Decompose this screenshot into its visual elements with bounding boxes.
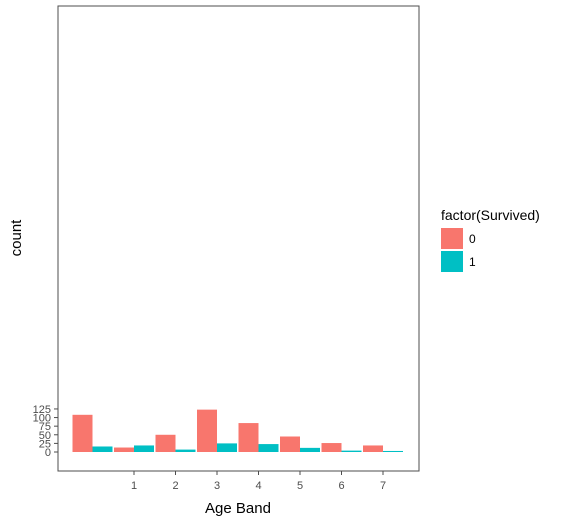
bar-series-1-band-6 [341,450,362,452]
bar-series-1-band-0 [92,446,113,452]
y-tick-label-125: 125 [33,404,51,416]
legend-label-0: 0 [469,232,476,246]
bar-series-1-band-5 [300,447,320,452]
x-tick-label-3: 3 [214,480,220,492]
bar-series-0-band-5 [280,436,300,452]
x-tick-label-2: 2 [172,480,178,492]
x-axis-title: Age Band [205,500,271,517]
x-tick-label-4: 4 [255,480,261,492]
x-tick-label-6: 6 [338,480,344,492]
bar-series-0-band-0 [72,414,93,452]
bar-series-0-band-3 [197,409,217,452]
y-tick-label-50: 50 [39,430,51,442]
bar-series-1-band-2 [175,449,196,452]
x-tick-label-1: 1 [131,480,137,492]
y-tick-label-25: 25 [39,438,51,450]
y-axis-title: count [8,219,25,257]
bar-series-0-band-6 [321,443,342,452]
bar-series-0-band-2 [155,434,176,452]
bar-series-1-band-4 [258,444,279,452]
bar-series-1-band-7 [383,450,403,452]
legend-items: 01 [441,228,476,272]
y-tick-label-75: 75 [39,421,51,433]
bar-series-1-band-3 [217,443,237,452]
legend-key-0 [441,228,463,249]
bar-series-1-band-1 [134,445,154,452]
x-axis: 1 2 3 4 5 6 7 [131,471,386,492]
bar-series-0-band-7 [363,445,383,452]
legend-title: factor(Survived) [441,207,540,223]
legend: factor(Survived) 01 [441,207,540,272]
bars-layer [72,409,403,452]
x-tick-label-7: 7 [380,480,386,492]
bar-series-0-band-4 [238,423,259,452]
x-tick-label-5: 5 [297,480,303,492]
legend-key-1 [441,251,463,272]
bar-series-0-band-1 [114,447,134,452]
y-tick-label-100: 100 [33,413,51,425]
y-tick-label-0: 0 [45,447,51,459]
legend-label-1: 1 [469,255,476,269]
plot-panel [57,5,420,472]
